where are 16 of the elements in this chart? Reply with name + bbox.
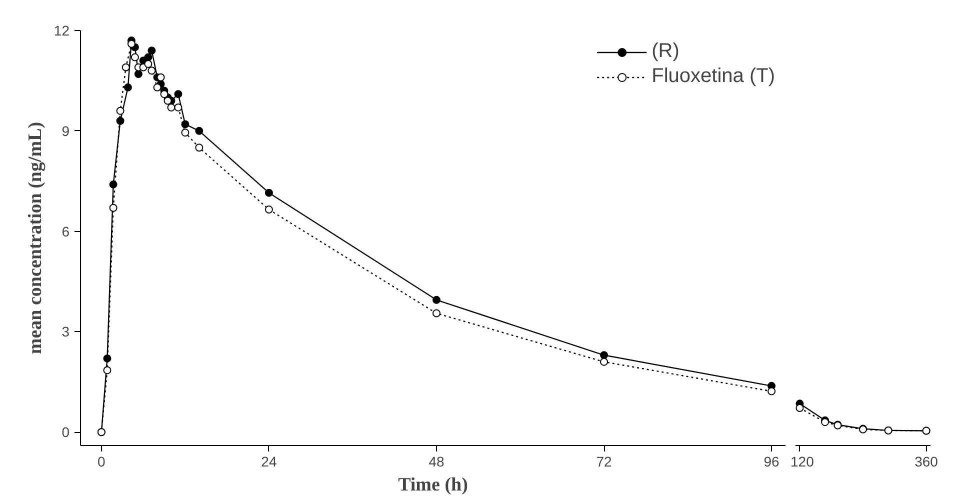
x-tick-label: 0 xyxy=(98,454,106,470)
y-tick-label: 0 xyxy=(62,424,70,440)
x-tick-label: 24 xyxy=(261,454,277,470)
x-tick-label: 48 xyxy=(428,454,444,470)
y-tick-label: 9 xyxy=(62,122,70,139)
x-axis-title: Time (h) xyxy=(398,474,468,496)
legend-label: Fluoxetina (T) xyxy=(652,65,775,88)
x-tick-label: 72 xyxy=(596,454,612,470)
y-tick-label: 3 xyxy=(62,324,70,340)
y-tick-label: 12 xyxy=(54,22,70,38)
y-tick-label: 6 xyxy=(62,223,70,240)
x-tick-label: 360 xyxy=(914,454,938,470)
x-tick-label: 120 xyxy=(790,454,814,470)
y-axis-title: mean concentration (ng/mL) xyxy=(24,122,46,354)
x-tick-label: 96 xyxy=(764,454,780,470)
legend-label: (R) xyxy=(652,40,680,63)
